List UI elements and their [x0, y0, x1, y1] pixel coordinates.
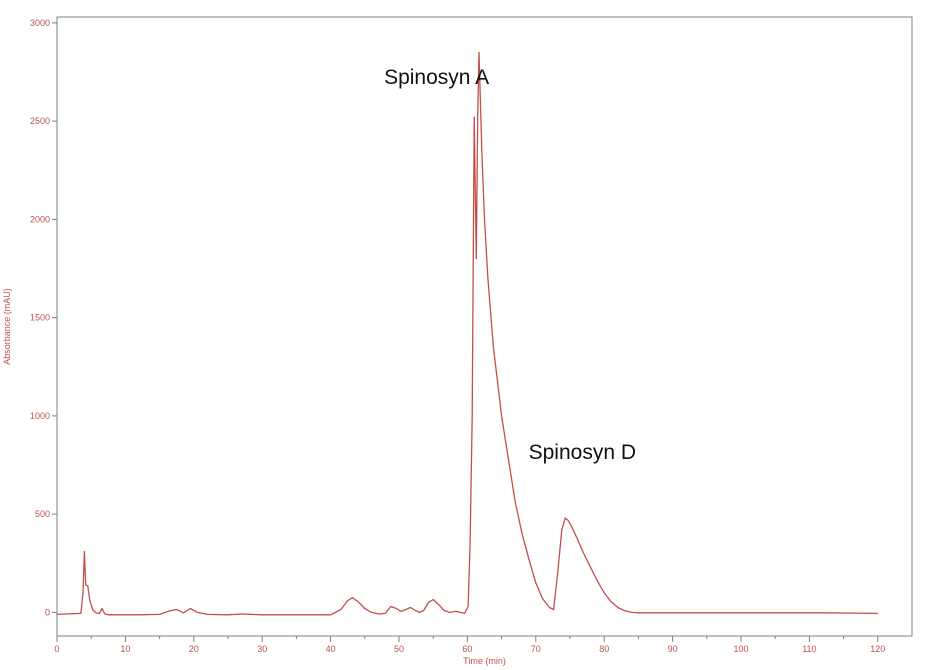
x-tick-label: 70 [531, 644, 541, 654]
y-axis: 0 500 1000 1500 2000 2500 3000 [30, 18, 57, 617]
peak-label: Spinosyn A [384, 66, 489, 89]
y-axis-title: Absorbance (mAU) [2, 288, 12, 365]
x-tick-label: 60 [462, 644, 472, 654]
x-tick-label: 0 [54, 644, 59, 654]
x-tick-label: 100 [733, 644, 748, 654]
plot-frame [56, 16, 913, 637]
peak-label: Spinosyn D [529, 441, 636, 464]
y-tick-label: 2500 [30, 116, 50, 126]
absorbance-trace [56, 51, 878, 616]
y-tick-label: 500 [35, 509, 50, 519]
x-tick-label: 50 [394, 644, 404, 654]
y-tick-label: 2000 [30, 214, 50, 224]
x-tick-label: 110 [802, 644, 816, 654]
x-tick-label: 120 [870, 644, 885, 654]
x-tick-label: 30 [257, 644, 267, 654]
x-axis-title: Time (min) [463, 656, 506, 666]
x-tick-label: 40 [326, 644, 336, 654]
y-tick-label: 1500 [30, 313, 50, 323]
x-tick-label: 80 [599, 644, 609, 654]
x-tick-label: 20 [189, 644, 199, 654]
x-tick-label: 90 [668, 644, 678, 654]
peak-annotations: Spinosyn A Spinosyn D [384, 66, 636, 464]
y-tick-label: 1000 [30, 411, 50, 421]
y-tick-label: 0 [45, 607, 50, 617]
y-tick-label: 3000 [30, 18, 50, 28]
x-axis: 0 10 20 30 40 50 60 70 80 90 100 110 120 [54, 636, 885, 654]
x-tick-label: 10 [120, 644, 130, 654]
